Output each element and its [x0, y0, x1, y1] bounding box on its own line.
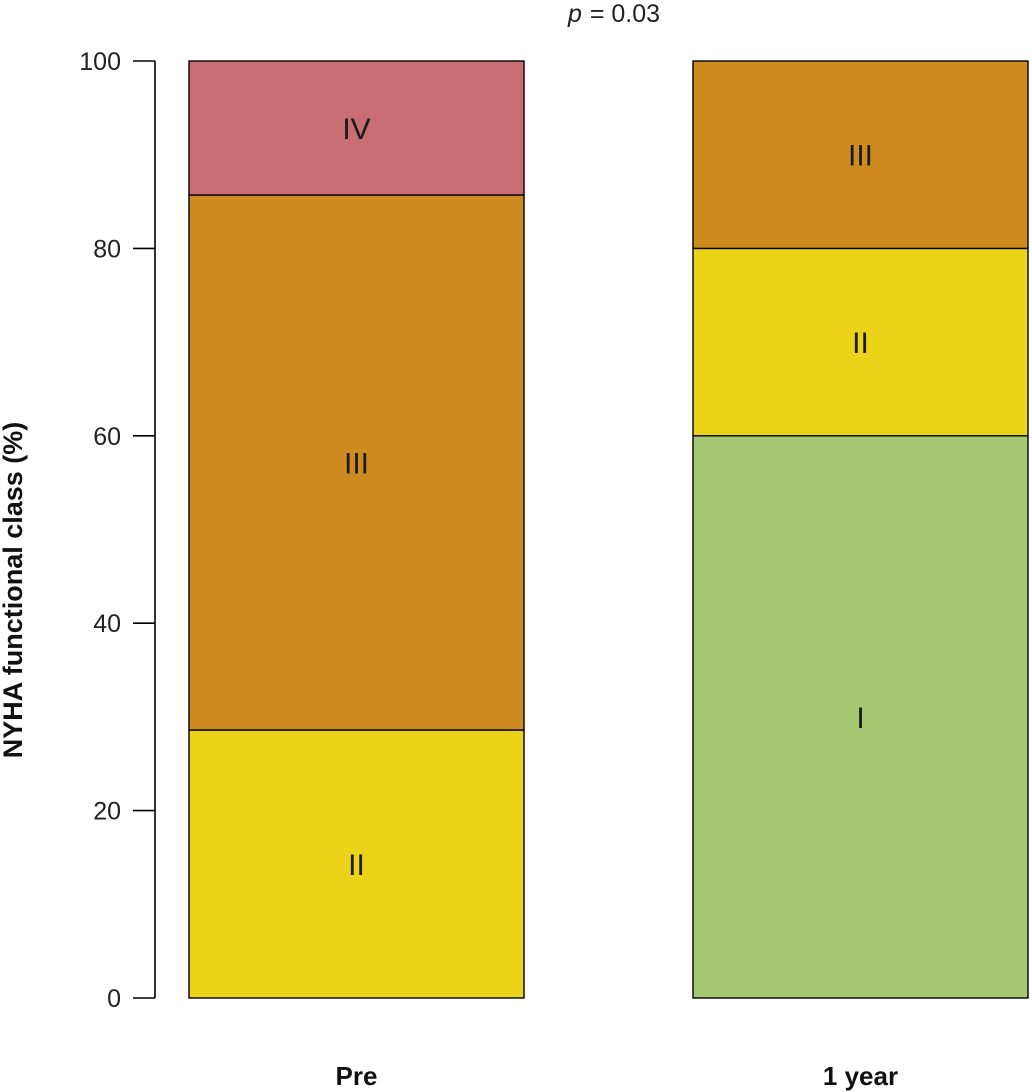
y-tick-label-0: 0 — [107, 985, 121, 1013]
y-axis-label: NYHA functional class (%) — [0, 422, 28, 759]
segment-pre-class-iii — [188, 194, 525, 731]
segment-pre-class-ii — [188, 729, 525, 999]
p-value-annotation: p = 0.03 — [567, 0, 660, 28]
segment-1-year-class-i — [692, 435, 1029, 999]
x-label-pre: Pre — [336, 1061, 378, 1091]
x-axis-labels: Pre 1 year — [336, 1061, 899, 1091]
segment-label-1-year-class-iii: III — [848, 140, 873, 173]
segment-label-pre-class-iv: IV — [342, 113, 370, 146]
p-value: = 0.03 — [590, 0, 660, 28]
segment-label-1-year-class-i: I — [856, 702, 864, 735]
segment-label-1-year-class-ii: II — [852, 327, 869, 360]
y-tick-label-40: 40 — [93, 610, 121, 638]
y-tick-label-100: 100 — [79, 48, 121, 76]
y-tick-label-60: 60 — [93, 423, 121, 451]
y-tick-label-80: 80 — [93, 235, 121, 263]
segment-1-year-class-ii — [692, 247, 1029, 437]
p-symbol: p — [567, 0, 582, 28]
x-label-1-year: 1 year — [823, 1061, 898, 1091]
y-axis: 0 20 40 60 80 100 — [79, 48, 156, 1013]
segment-label-pre-class-ii: II — [348, 849, 365, 882]
segment-pre-class-iv — [188, 60, 525, 196]
segment-label-pre-class-iii: III — [344, 448, 369, 481]
y-tick-label-20: 20 — [93, 798, 121, 826]
segment-1-year-class-iii — [692, 60, 1029, 250]
